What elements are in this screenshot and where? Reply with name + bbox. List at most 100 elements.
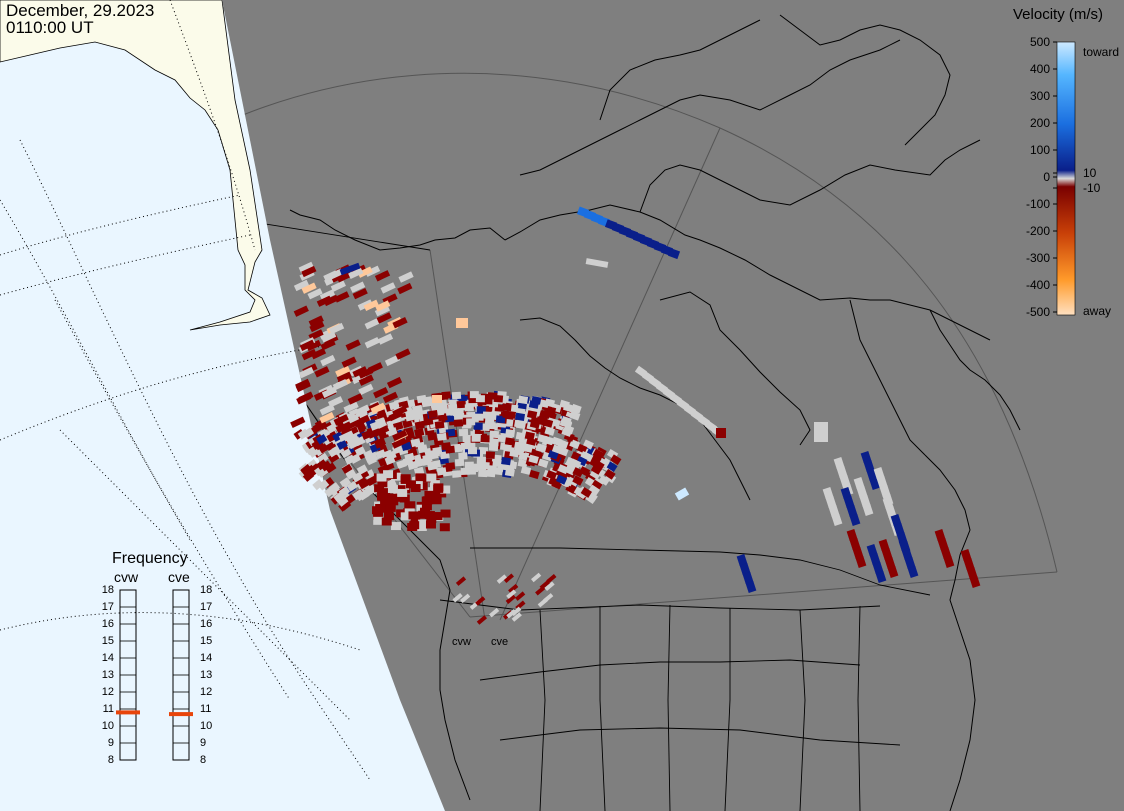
map-site-label-cvw: cvw (452, 636, 471, 648)
velocity-cell (475, 596, 486, 606)
velocity-cell (576, 443, 588, 454)
velocity-cell (440, 485, 451, 494)
velocity-cell (332, 378, 348, 391)
colorbar-tick-label: 100 (1029, 143, 1050, 157)
velocity-cell (327, 446, 340, 458)
velocity-cell (293, 279, 310, 292)
velocity-cell (433, 483, 444, 492)
colorbar-tick-label: -300 (1025, 251, 1050, 265)
velocity-cell (336, 421, 352, 433)
velocity-cell (351, 471, 364, 483)
velocity-cell (374, 270, 391, 282)
frequency-tick-right: 12 (200, 686, 213, 698)
velocity-cell (317, 479, 330, 491)
velocity-cell (417, 444, 428, 454)
velocity-cell (515, 591, 526, 601)
velocity-cell (328, 322, 345, 335)
velocity-cell (885, 506, 897, 518)
velocity-cell (497, 434, 508, 443)
velocity-cell (504, 468, 515, 477)
velocity-cell (363, 469, 375, 480)
graticule (0, 0, 371, 781)
velocity-cell (374, 425, 390, 437)
velocity-cell (409, 521, 420, 530)
velocity-cell (317, 452, 329, 464)
velocity-cell (849, 538, 861, 550)
velocity-cell (432, 446, 443, 456)
frequency-tick-right: 18 (200, 584, 213, 596)
velocity-cell (399, 494, 410, 503)
velocity-cell (384, 455, 396, 466)
velocity-cell (352, 287, 368, 300)
borders (239, 219, 931, 811)
colorbar-tick-label: 500 (1029, 35, 1050, 49)
velocity-cell (298, 366, 315, 379)
velocity-cell (535, 443, 547, 453)
frequency-panel (116, 589, 193, 761)
colorbar-tick-label: 0 (1043, 170, 1050, 184)
velocity-cell (312, 479, 324, 491)
velocity-cell (863, 460, 875, 472)
velocity-cell (328, 268, 344, 280)
velocity-cell (390, 522, 401, 531)
velocity-cell (482, 411, 493, 419)
velocity-cell (539, 580, 550, 590)
velocity-cell (966, 567, 978, 579)
velocity-cell (881, 548, 893, 560)
velocity-cell (852, 547, 864, 559)
velocity-cell (299, 339, 315, 352)
velocity-cell (397, 488, 408, 497)
velocity-cell (860, 451, 872, 463)
velocity-cell (295, 378, 311, 391)
velocity-cell (473, 422, 483, 430)
velocity-cell (428, 410, 438, 419)
velocity-cell (496, 574, 507, 584)
velocity-cell (572, 467, 584, 478)
velocity-cell (374, 484, 385, 493)
velocity-cell (846, 529, 858, 541)
velocity-title: Velocity (m/s) (1013, 6, 1104, 23)
velocity-cell (869, 553, 881, 565)
velocity-cell (369, 420, 381, 431)
velocity-cell (458, 428, 469, 437)
velocity-cell (822, 487, 834, 499)
velocity-cell (745, 581, 757, 593)
velocity-cell (667, 248, 681, 260)
velocity-cell (478, 469, 488, 478)
velocity-cell (310, 347, 327, 360)
velocity-cell (556, 474, 568, 485)
velocity-cell (585, 258, 609, 268)
velocity-cell (506, 608, 517, 619)
velocity-cell (430, 492, 441, 501)
velocity-cell (300, 464, 313, 476)
velocity-cell (814, 422, 828, 442)
velocity-cell (862, 504, 874, 516)
velocity-cell (572, 475, 584, 486)
velocity-cell (415, 458, 427, 468)
velocity-cell (548, 476, 560, 487)
velocity-cell (405, 501, 416, 510)
frequency-tick-left: 14 (101, 652, 114, 664)
velocity-cell (551, 444, 563, 455)
velocity-cell (420, 474, 431, 483)
frequency-tick-right: 15 (200, 635, 213, 647)
frequency-tick-left: 10 (101, 720, 114, 732)
velocity-cell (391, 437, 407, 449)
velocity-cell (352, 366, 368, 378)
velocity-cell (364, 337, 380, 349)
velocity-cell (332, 431, 344, 442)
frequency-tick-left: 11 (102, 703, 114, 715)
velocity-cell (580, 487, 593, 498)
velocity-cell (298, 391, 314, 403)
velocity-cell (402, 456, 414, 466)
velocity-cell (350, 281, 366, 293)
velocity-cell (290, 416, 306, 428)
velocity-cell (410, 438, 421, 448)
velocity-cell (321, 386, 338, 398)
velocity-cell (876, 476, 888, 488)
velocity-cell (354, 435, 366, 447)
velocity-cell (345, 339, 361, 351)
velocity-cell (308, 447, 320, 458)
velocity-cell (357, 266, 373, 278)
